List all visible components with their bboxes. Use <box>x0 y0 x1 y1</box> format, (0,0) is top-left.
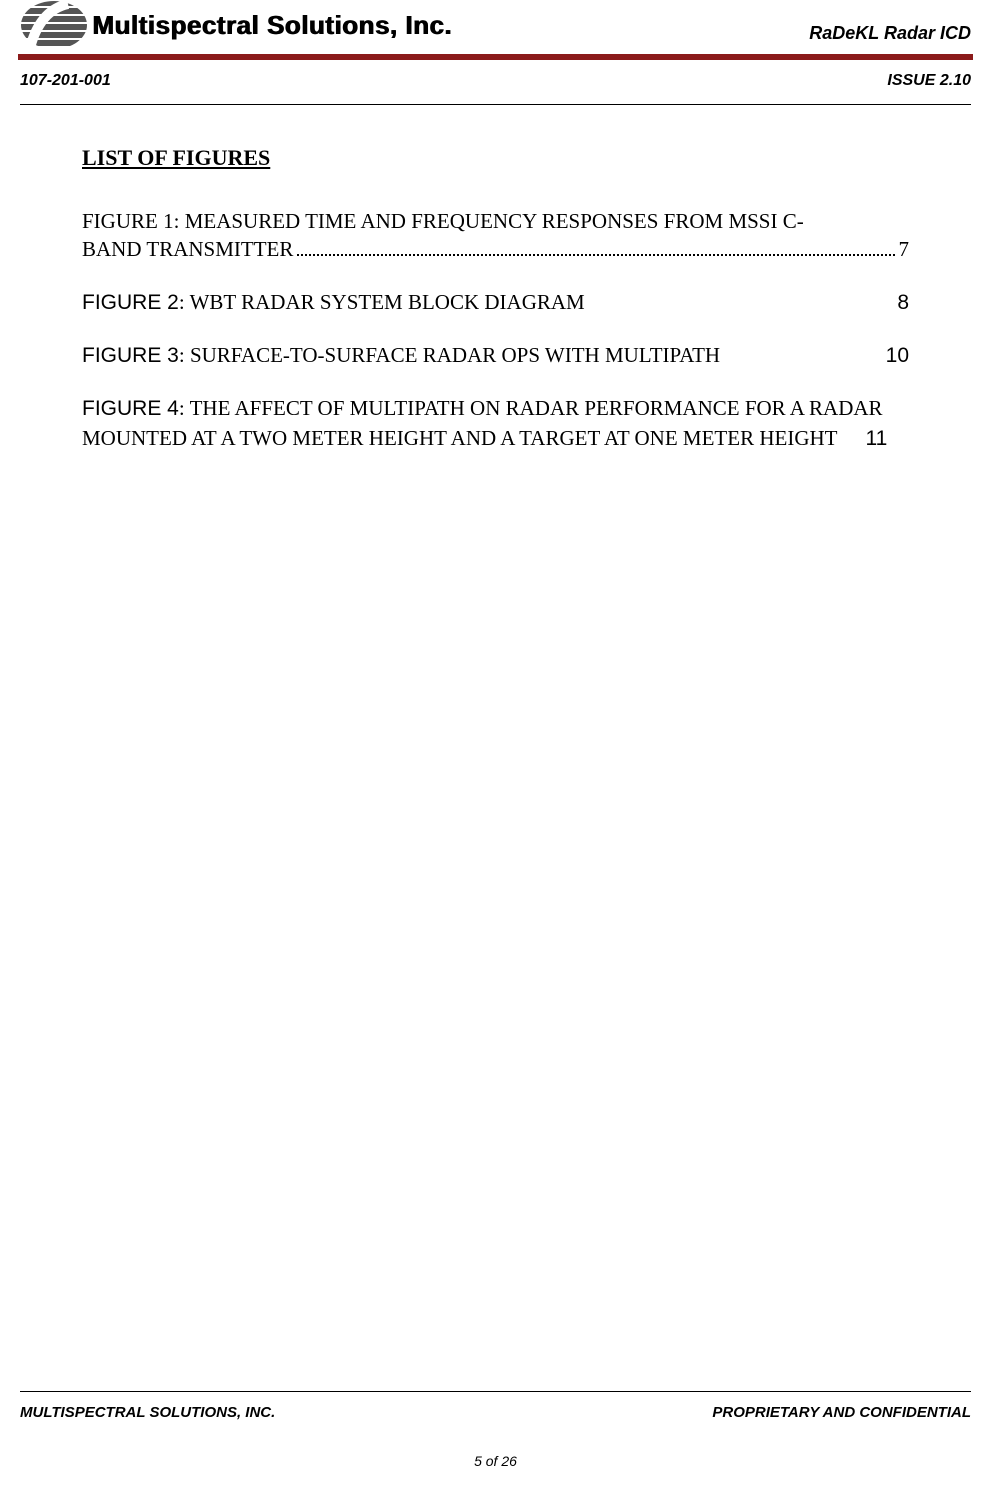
figure-1-page: 7 <box>899 235 910 263</box>
figure-1-title-line1: MEASURED TIME AND FREQUENCY RESPONSES FR… <box>185 209 804 233</box>
header-top-row: Multispectral Solutions, Inc. RaDeKL Rad… <box>20 0 971 54</box>
page-content: LIST OF FIGURES FIGURE 1: MEASURED TIME … <box>0 105 991 453</box>
company-logo-icon <box>20 0 88 50</box>
figure-1-title-line2: BAND TRANSMITTER <box>82 235 293 263</box>
figure-entry-3: FIGURE 3: SURFACE-TO-SURFACE RADAR OPS W… <box>82 341 909 370</box>
footer-divider <box>20 1391 971 1392</box>
footer-page-number: 5 of 26 <box>20 1453 971 1469</box>
figure-1-line1: FIGURE 1: MEASURED TIME AND FREQUENCY RE… <box>82 207 909 235</box>
company-name: Multispectral Solutions, Inc. <box>92 10 452 41</box>
document-page: Multispectral Solutions, Inc. RaDeKL Rad… <box>0 0 991 1497</box>
figure-entry-4: FIGURE 4: THE AFFECT OF MULTIPATH ON RAD… <box>82 394 909 453</box>
sub-header-row: 107-201-001 ISSUE 2.10 <box>0 62 991 104</box>
footer-confidential: PROPRIETARY AND CONFIDENTIAL <box>712 1404 971 1421</box>
figure-3-title: SURFACE-TO-SURFACE RADAR OPS WITH MULTIP… <box>190 343 720 367</box>
page-footer: MULTISPECTRAL SOLUTIONS, INC. PROPRIETAR… <box>0 1391 991 1497</box>
logo-block: Multispectral Solutions, Inc. <box>20 0 452 50</box>
figure-2-title: WBT RADAR SYSTEM BLOCK DIAGRAM <box>190 290 585 314</box>
figure-4-title: THE AFFECT OF MULTIPATH ON RADAR PERFORM… <box>82 396 883 449</box>
figure-1-label: FIGURE 1: <box>82 209 185 233</box>
figure-2-text: FIGURE 2: WBT RADAR SYSTEM BLOCK DIAGRAM <box>82 288 585 317</box>
figure-2-label: FIGURE 2 <box>82 291 179 314</box>
figure-1-line2: BAND TRANSMITTER 7 <box>82 235 909 263</box>
page-header: Multispectral Solutions, Inc. RaDeKL Rad… <box>0 0 991 54</box>
dotted-leader <box>297 235 894 256</box>
document-number: 107-201-001 <box>20 72 111 90</box>
figure-entry-2: FIGURE 2: WBT RADAR SYSTEM BLOCK DIAGRAM… <box>82 288 909 317</box>
issue-number: ISSUE 2.10 <box>887 72 971 90</box>
figure-3-label: FIGURE 3 <box>82 344 179 367</box>
footer-row: MULTISPECTRAL SOLUTIONS, INC. PROPRIETAR… <box>20 1404 971 1421</box>
header-accent-bar <box>18 54 973 60</box>
figure-4-label: FIGURE 4 <box>82 397 179 420</box>
figure-3-page: 10 <box>886 342 909 370</box>
footer-company: MULTISPECTRAL SOLUTIONS, INC. <box>20 1404 275 1421</box>
document-title: RaDeKL Radar ICD <box>809 23 971 50</box>
figure-2-page: 8 <box>897 289 909 317</box>
section-title: LIST OF FIGURES <box>82 145 909 171</box>
figure-3-text: FIGURE 3: SURFACE-TO-SURFACE RADAR OPS W… <box>82 341 720 370</box>
figure-entry-1: FIGURE 1: MEASURED TIME AND FREQUENCY RE… <box>82 207 909 264</box>
figure-4-page: 11 <box>866 427 888 450</box>
